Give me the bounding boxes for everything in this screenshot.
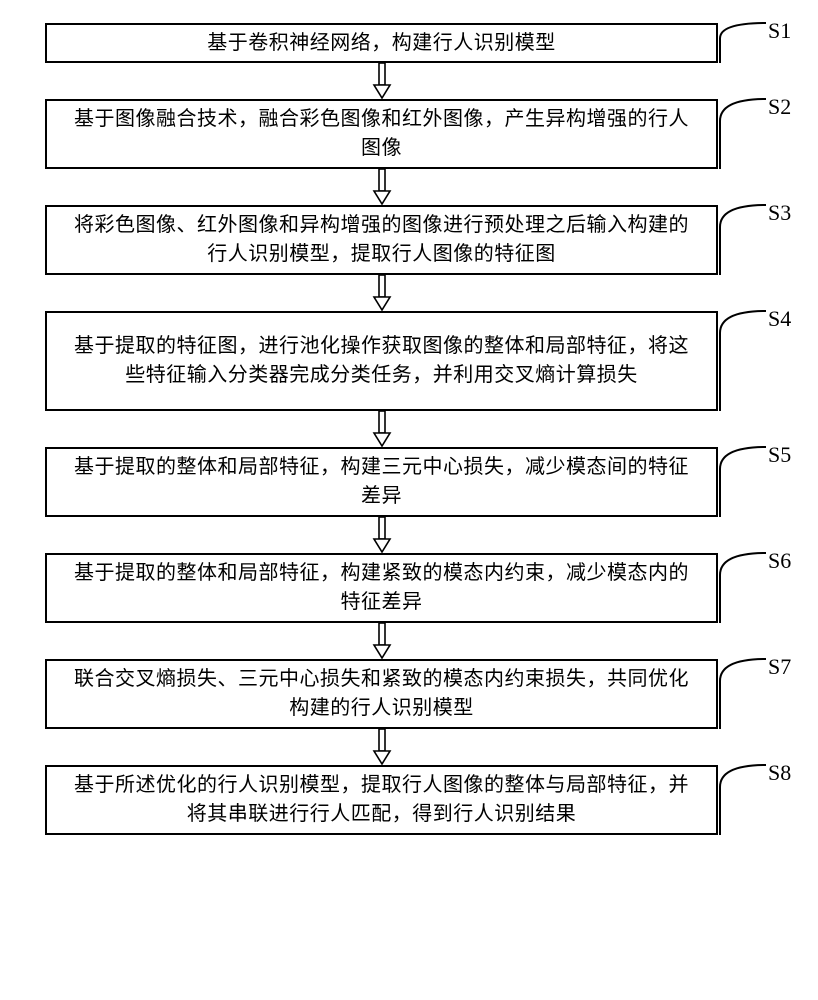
step-s8: 基于所述优化的行人识别模型，提取行人图像的整体与局部特征，并 将其串联进行行人匹… xyxy=(45,765,718,835)
step-text: 联合交叉熵损失、三元中心损失和紧致的模态内约束损失，共同优化 构建的行人识别模型 xyxy=(74,665,689,723)
step-box: 基于提取的整体和局部特征，构建紧致的模态内约束，减少模态内的 特征差异 xyxy=(45,553,718,623)
step-box: 基于卷积神经网络，构建行人识别模型 xyxy=(45,23,718,63)
step-text: 将彩色图像、红外图像和异构增强的图像进行预处理之后输入构建的 行人识别模型，提取… xyxy=(74,211,689,269)
step-box: 基于所述优化的行人识别模型，提取行人图像的整体与局部特征，并 将其串联进行行人匹… xyxy=(45,765,718,835)
arrow-down-icon xyxy=(45,275,718,311)
step-s1: 基于卷积神经网络，构建行人识别模型 xyxy=(45,23,718,63)
bracket-curve-icon xyxy=(718,763,768,837)
bracket-curve-icon xyxy=(718,309,768,413)
arrow-down-icon xyxy=(45,169,718,205)
step-label-s3: S3 xyxy=(768,200,791,226)
step-label-s8: S8 xyxy=(768,760,791,786)
bracket-curve-icon xyxy=(718,203,768,277)
bracket-curve-icon xyxy=(718,551,768,625)
step-label-s6: S6 xyxy=(768,548,791,574)
flowchart-canvas: 基于卷积神经网络，构建行人识别模型 S1 基于图像融合技术，融合彩色图像和红外图像… xyxy=(0,0,818,1000)
step-text: 基于提取的整体和局部特征，构建三元中心损失，减少模态间的特征 差异 xyxy=(74,453,689,511)
step-s3: 将彩色图像、红外图像和异构增强的图像进行预处理之后输入构建的 行人识别模型，提取… xyxy=(45,205,718,275)
step-text: 基于提取的整体和局部特征，构建紧致的模态内约束，减少模态内的 特征差异 xyxy=(74,559,689,617)
arrow-down-icon xyxy=(45,623,718,659)
step-box: 将彩色图像、红外图像和异构增强的图像进行预处理之后输入构建的 行人识别模型，提取… xyxy=(45,205,718,275)
bracket-curve-icon xyxy=(718,657,768,731)
bracket-curve-icon xyxy=(718,97,768,171)
arrow-down-icon xyxy=(45,411,718,447)
step-label-s7: S7 xyxy=(768,654,791,680)
step-text: 基于提取的特征图，进行池化操作获取图像的整体和局部特征，将这 些特征输入分类器完… xyxy=(74,332,689,390)
step-label-s4: S4 xyxy=(768,306,791,332)
arrow-down-icon xyxy=(45,729,718,765)
step-box: 基于提取的特征图，进行池化操作获取图像的整体和局部特征，将这 些特征输入分类器完… xyxy=(45,311,718,411)
step-s5: 基于提取的整体和局部特征，构建三元中心损失，减少模态间的特征 差异 xyxy=(45,447,718,517)
step-text: 基于卷积神经网络，构建行人识别模型 xyxy=(207,29,556,58)
step-s2: 基于图像融合技术，融合彩色图像和红外图像，产生异构增强的行人 图像 xyxy=(45,99,718,169)
step-label-s1: S1 xyxy=(768,18,791,44)
step-label-s5: S5 xyxy=(768,442,791,468)
step-box: 联合交叉熵损失、三元中心损失和紧致的模态内约束损失，共同优化 构建的行人识别模型 xyxy=(45,659,718,729)
step-text: 基于图像融合技术，融合彩色图像和红外图像，产生异构增强的行人 图像 xyxy=(74,105,689,163)
step-box: 基于提取的整体和局部特征，构建三元中心损失，减少模态间的特征 差异 xyxy=(45,447,718,517)
bracket-curve-icon xyxy=(718,21,768,65)
step-label-s2: S2 xyxy=(768,94,791,120)
step-box: 基于图像融合技术，融合彩色图像和红外图像，产生异构增强的行人 图像 xyxy=(45,99,718,169)
step-text: 基于所述优化的行人识别模型，提取行人图像的整体与局部特征，并 将其串联进行行人匹… xyxy=(74,771,689,829)
step-s4: 基于提取的特征图，进行池化操作获取图像的整体和局部特征，将这 些特征输入分类器完… xyxy=(45,311,718,411)
bracket-curve-icon xyxy=(718,445,768,519)
arrow-down-icon xyxy=(45,63,718,99)
arrow-down-icon xyxy=(45,517,718,553)
step-s7: 联合交叉熵损失、三元中心损失和紧致的模态内约束损失，共同优化 构建的行人识别模型 xyxy=(45,659,718,729)
step-s6: 基于提取的整体和局部特征，构建紧致的模态内约束，减少模态内的 特征差异 xyxy=(45,553,718,623)
